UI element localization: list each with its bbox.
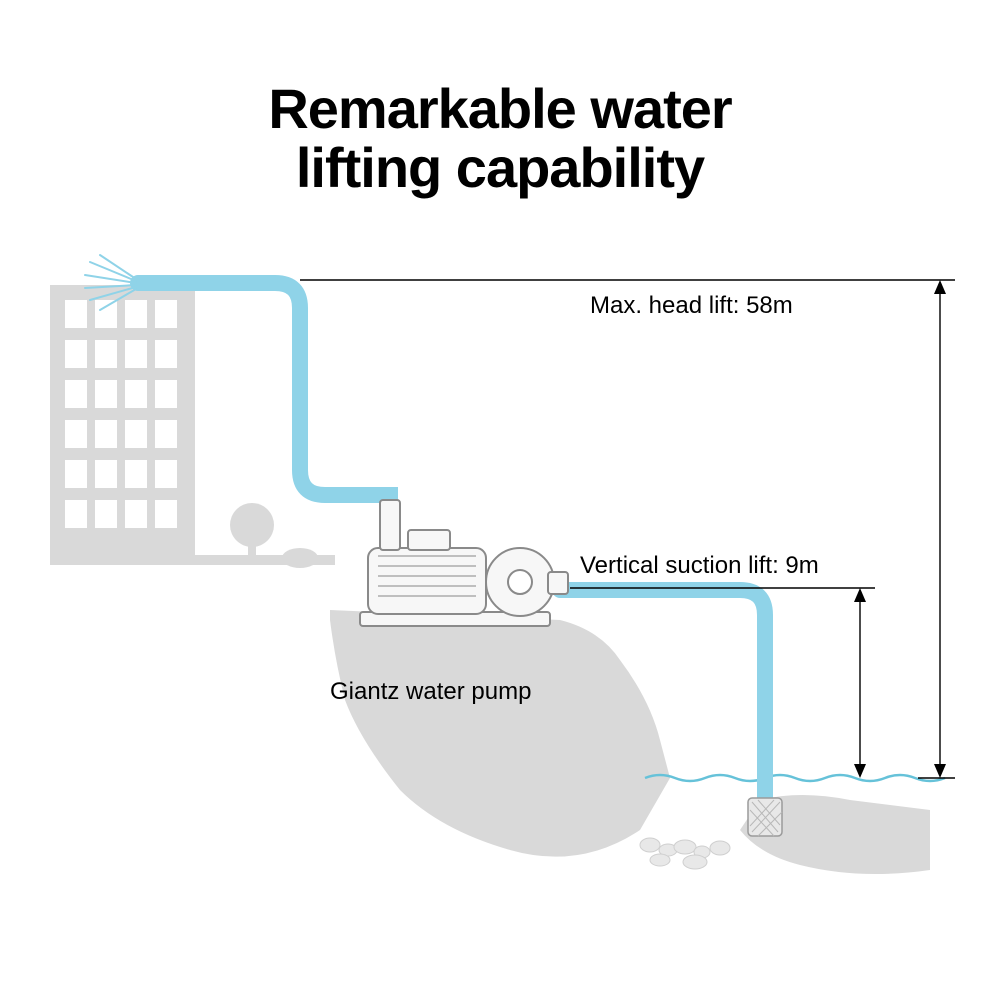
pump-label-text: Giantz water pump <box>330 678 531 705</box>
diagram <box>0 0 1000 1000</box>
head-lift-value: 58m <box>746 292 793 319</box>
water-surface <box>645 775 945 781</box>
suction-lift-label: Vertical suction lift: 9m <box>580 552 819 580</box>
rock-mass <box>330 610 930 874</box>
suction-lift-value: 9m <box>785 552 818 579</box>
head-lift-prefix: Max. head lift: <box>590 292 739 319</box>
head-lift-label: Max. head lift: 58m <box>590 292 793 320</box>
pump-label: Giantz water pump <box>330 678 531 706</box>
suction-lift-prefix: Vertical suction lift: <box>580 552 779 579</box>
pump-icon <box>360 500 568 626</box>
strainer-icon <box>748 798 782 836</box>
